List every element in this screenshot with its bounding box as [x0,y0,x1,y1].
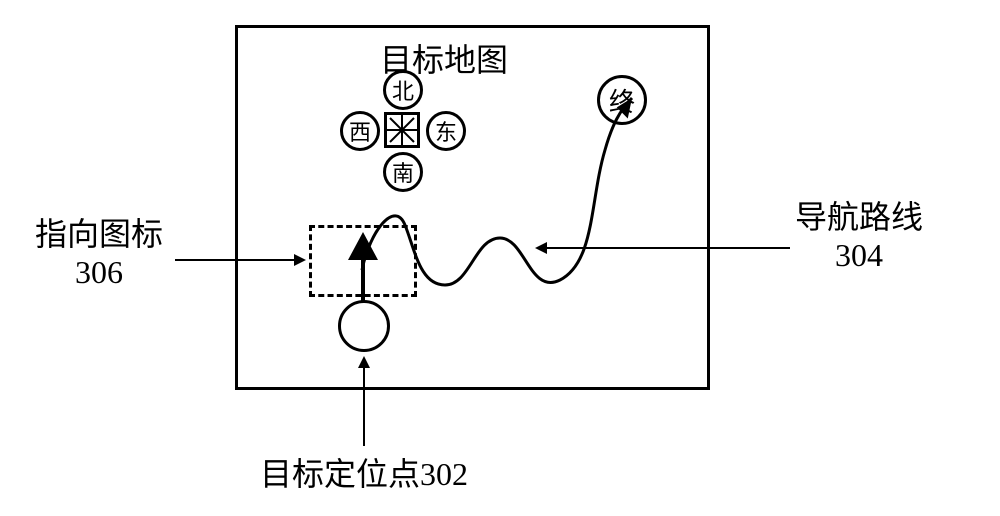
diagram-canvas: 目标地图 北 南 西 东 终 [0,0,1000,516]
compass-north: 北 [383,70,423,110]
target-point-label: 目标定位点302 [260,455,468,493]
compass-east-label: 东 [435,115,457,147]
pointing-icon-label-line2: 306 [35,253,163,291]
nav-route-label-line2: 304 [795,236,923,274]
compass-north-label: 北 [392,74,414,106]
nav-route-label-line1: 导航路线 [795,198,923,236]
compass-center-icon [384,112,420,148]
compass: 北 南 西 东 [340,70,470,195]
pointing-icon-label-line1: 指向图标 [35,215,163,253]
destination-label: 终 [609,82,635,119]
compass-south-label: 南 [392,156,414,188]
target-point-marker [338,300,390,352]
pointing-icon-label: 指向图标 306 [35,215,163,292]
compass-west-label: 西 [349,115,371,147]
compass-west: 西 [340,111,380,151]
compass-east: 东 [426,111,466,151]
nav-route-label: 导航路线 304 [795,198,923,275]
destination-marker: 终 [597,75,647,125]
compass-south: 南 [383,152,423,192]
